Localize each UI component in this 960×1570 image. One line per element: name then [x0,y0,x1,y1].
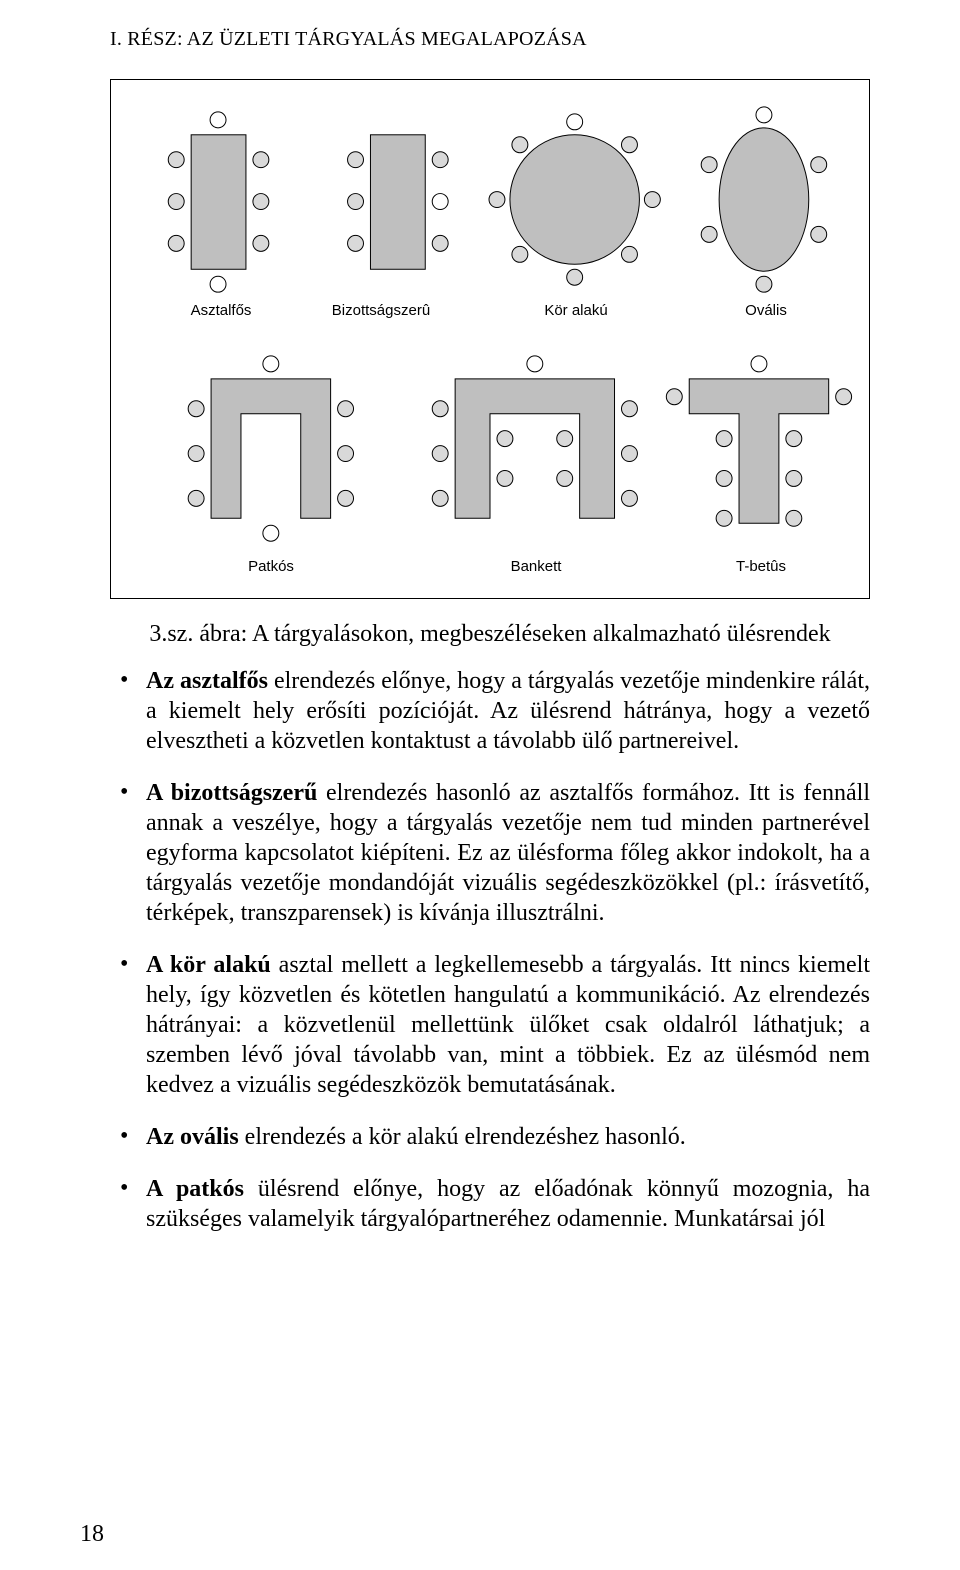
layout-asztalfos [168,112,269,292]
bullet-bizottsagszeru: A bizottságszerű elrendezés hasonló az a… [110,778,870,928]
bullet-bold: Az ovális [146,1124,239,1150]
page-number: 18 [80,1521,104,1548]
bullet-bold: A bizottságszerű [146,780,317,806]
layout-koralaku [489,114,660,285]
bullet-bold: A patkós [146,1176,244,1202]
bullet-bold: A kör alakú [146,952,271,978]
figure-caption: 3.sz. ábra: A tárgyalásokon, megbeszélés… [110,621,870,648]
layout-bankett [432,356,637,518]
label-kor: Kör alakú [506,302,646,319]
label-tbetus: T-betûs [691,558,831,575]
layout-tbetus [666,356,851,526]
label-bankett: Bankett [466,558,606,575]
label-bizottsag: Bizottságszerû [311,302,451,319]
layout-patkos [188,356,353,541]
bullet-text: ülésrend előnye, hogy az előadónak könny… [146,1176,870,1232]
section-header: I. RÉSZ: AZ ÜZLETI TÁRGYALÁS MEGALAPOZÁS… [110,28,870,51]
seating-diagram-svg [111,80,869,598]
layout-bizottsagszeru [348,135,449,269]
body-text: Az asztalfős elrendezés előnye, hogy a t… [110,666,870,1234]
layout-ovalis [701,107,827,292]
bullet-koralaku: A kör alakú asztal mellett a legkellemes… [110,950,870,1100]
seating-diagram: Asztalfős Bizottságszerû Kör alakú Ováli… [110,79,870,599]
label-ovalis: Ovális [696,302,836,319]
bullet-patkos: A patkós ülésrend előnye, hogy az előadó… [110,1174,870,1234]
bullet-text: elrendezés a kör alakú elrendezéshez has… [239,1124,686,1150]
bullet-bold: Az asztalfős [146,668,268,694]
bullet-ovalis: Az ovális elrendezés a kör alakú elrende… [110,1122,870,1152]
label-asztalfos: Asztalfős [151,302,291,319]
label-patkos: Patkós [201,558,341,575]
bullet-asztalfos: Az asztalfős elrendezés előnye, hogy a t… [110,666,870,756]
document-page: I. RÉSZ: AZ ÜZLETI TÁRGYALÁS MEGALAPOZÁS… [0,0,960,1570]
